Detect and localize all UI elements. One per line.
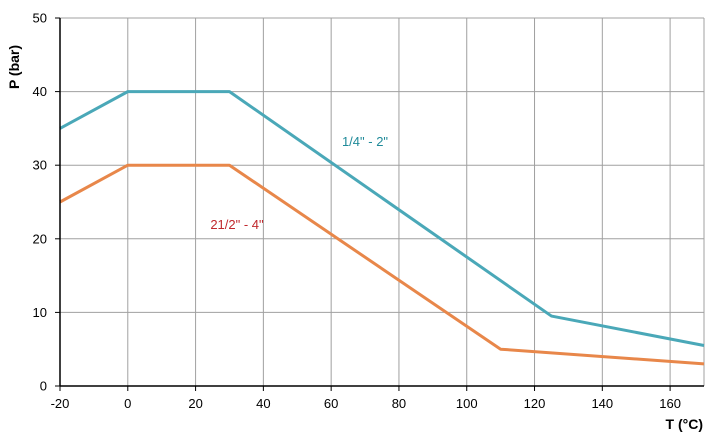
y-tick-label: 50 xyxy=(33,11,47,26)
series-line-2 xyxy=(59,163,705,366)
series-label-1: 1/4" - 2" xyxy=(342,134,388,149)
x-axis-title: T (°C) xyxy=(666,416,703,432)
y-axis-ticks: 0 10 20 30 40 50 xyxy=(33,11,60,394)
y-tick-label: 40 xyxy=(33,84,47,99)
x-tick-label: 60 xyxy=(324,396,338,411)
y-tick-label: 20 xyxy=(33,231,47,246)
x-tick-label: 80 xyxy=(392,396,406,411)
series-line-1 xyxy=(59,90,705,347)
y-tick-label: 10 xyxy=(33,305,47,320)
y-tick-label: 30 xyxy=(33,158,47,173)
series-label-2: 21/2" - 4" xyxy=(210,217,264,232)
x-axis-ticks: -20 0 20 40 60 80 100 120 140 160 xyxy=(51,386,681,411)
x-tick-label: 160 xyxy=(659,396,681,411)
y-tick-label: 0 xyxy=(40,379,47,394)
y-axis-title: P (bar) xyxy=(6,45,22,89)
series-group xyxy=(59,90,705,366)
x-tick-label: 0 xyxy=(124,396,131,411)
x-tick-label: -20 xyxy=(51,396,70,411)
x-tick-label: 120 xyxy=(524,396,546,411)
x-tick-label: 20 xyxy=(188,396,202,411)
series-labels: 1/4" - 2" 21/2" - 4" xyxy=(210,134,388,232)
grid xyxy=(59,17,705,387)
x-tick-label: 100 xyxy=(456,396,478,411)
x-tick-label: 40 xyxy=(256,396,270,411)
x-tick-label: 140 xyxy=(591,396,613,411)
